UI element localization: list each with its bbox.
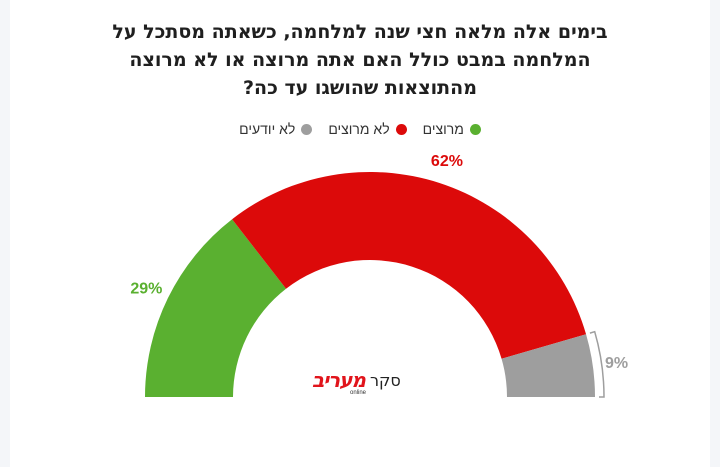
slice-not-satisfied [232, 171, 587, 359]
legend-label-satisfied: מרוצים [422, 121, 464, 137]
data-label-not-satisfied: 62% [431, 153, 463, 170]
logo-brand: מעריב [312, 368, 366, 392]
legend-item-dont-know: לא יודעים [239, 121, 313, 137]
legend-swatch-not-satisfied [395, 123, 407, 135]
legend-item-satisfied: מרוצים [423, 121, 481, 137]
chart-legend: מרוצים לא מרוצים לא יודעים [0, 121, 720, 137]
data-label-satisfied: 29% [130, 280, 162, 297]
logo-tag: online [350, 390, 367, 396]
legend-label-dont-know: לא יודעים [239, 121, 296, 137]
maariv-poll-logo: מעריב סקר online [308, 368, 418, 402]
legend-item-not-satisfied: לא מרוצים [328, 121, 407, 137]
slice-dont-know [501, 334, 595, 397]
legend-swatch-satisfied [469, 123, 481, 135]
legend-label-not-satisfied: לא מרוצים [328, 121, 390, 137]
logo-subtitle: סקר [370, 371, 401, 390]
chart-title: בימים אלה מלאה חצי שנה למלחמה, כשאתה מסת… [112, 21, 608, 99]
slice-bracket-dont-know [589, 330, 605, 398]
legend-swatch-dont-know [301, 123, 313, 135]
data-label-dont-know: 9% [605, 355, 628, 372]
slice-satisfied [145, 219, 287, 397]
